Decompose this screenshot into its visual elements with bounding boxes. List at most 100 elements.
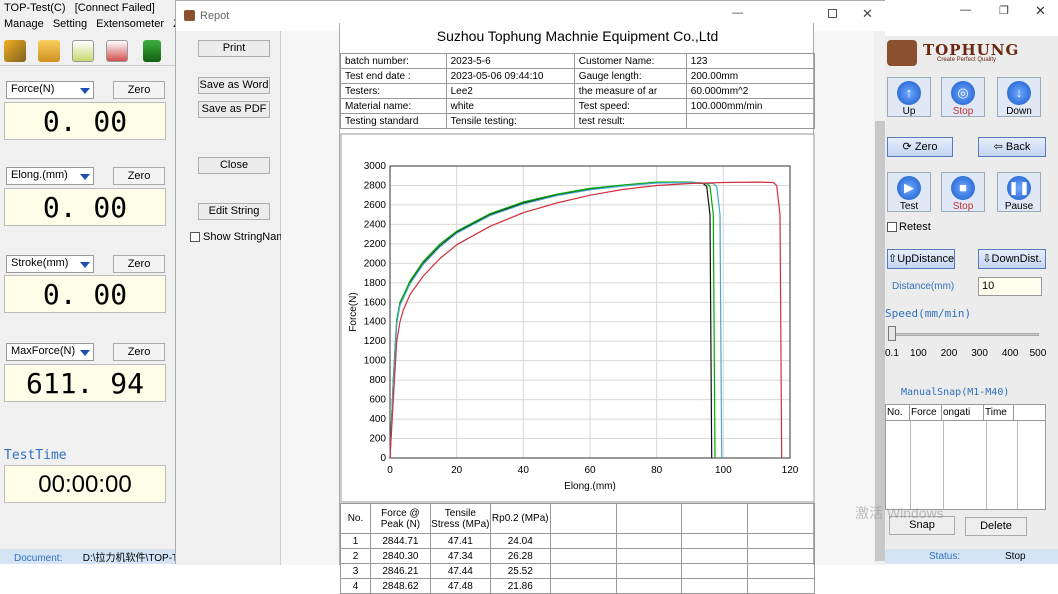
results-empty-cell	[615, 578, 683, 594]
maxforce-unit-select[interactable]: MaxForce(N)	[6, 343, 94, 361]
results-empty-cell	[747, 578, 815, 594]
y-tick-label: 1800	[364, 278, 387, 289]
status-bar-right: Status: Stop	[885, 549, 1058, 564]
results-empty-cell	[549, 533, 617, 549]
menubar: Manage Setting Extensometer Z	[0, 18, 175, 34]
zero-all-button[interactable]: ⟳ Zero	[887, 137, 953, 157]
edit-document-icon[interactable]	[72, 40, 94, 62]
speed-slider-track[interactable]	[889, 333, 1039, 336]
updistance-button[interactable]: ⇧UpDistance	[887, 249, 955, 269]
restore-icon[interactable]: ❐	[999, 5, 1009, 17]
close-icon[interactable]: ✕	[862, 6, 873, 21]
save-pdf-button[interactable]: Save as PDF	[198, 101, 270, 118]
menu-extensometer[interactable]: Extensometer	[96, 18, 165, 30]
stop-test-label: Stop	[952, 201, 974, 212]
up-button[interactable]: ↑ Up	[887, 77, 931, 117]
results-empty-cell	[615, 563, 683, 579]
results-empty-cell	[615, 533, 683, 549]
x-tick-label: 20	[451, 465, 463, 476]
results-col-header: No.	[340, 503, 371, 534]
show-stringnames-checkbox[interactable]	[190, 232, 200, 242]
results-col-header: Force @ Peak (N)	[369, 503, 431, 534]
results-empty-cell	[549, 563, 617, 579]
info-value: white	[445, 98, 575, 114]
info-value: Lee2	[445, 83, 575, 99]
results-header: No. Force @ Peak (N) Tensile Stress (MPa) R…	[340, 503, 815, 534]
report-scrollbar[interactable]	[874, 31, 886, 565]
down-small-icon: ⇩	[982, 253, 992, 265]
back-button[interactable]: ⇦ Back	[978, 137, 1046, 157]
delete-button[interactable]: Delete	[965, 517, 1027, 536]
stroke-unit-select[interactable]: Stroke(mm)	[6, 255, 94, 273]
up-small-icon: ⇧	[888, 253, 898, 265]
menu-manage[interactable]: Manage	[4, 18, 44, 30]
test-button[interactable]: ▶ Test	[887, 172, 931, 212]
results-empty-header	[747, 503, 815, 534]
maxforce-zero-button[interactable]: Zero	[113, 343, 165, 361]
distance-input[interactable]: 10	[978, 277, 1042, 296]
results-cell: 2	[340, 548, 371, 564]
status-bar-left: Document: D:\拉力机软件\TOP-T	[0, 549, 175, 564]
scroll-thumb[interactable]	[875, 121, 885, 561]
maximize-icon[interactable]	[828, 9, 837, 18]
retest-checkbox[interactable]	[887, 222, 897, 232]
results-cell: 2848.62	[369, 578, 431, 594]
refresh-icon: ⟳	[902, 141, 912, 153]
elong-unit-select[interactable]: Elong.(mm)	[6, 167, 94, 185]
results-cell: 1	[340, 533, 371, 549]
elong-label: Elong.(mm)	[11, 169, 68, 181]
open-folder-icon[interactable]	[38, 40, 60, 62]
report-sheet: Suzhou Tophung Machnie Equipment Co.,Ltd…	[339, 23, 816, 594]
results-empty-cell	[681, 578, 749, 594]
speed-tick: 100	[910, 348, 927, 359]
info-value: 123	[685, 53, 816, 69]
app-title: TOP-Test(C)	[4, 2, 66, 14]
x-tick-label: 40	[518, 465, 530, 476]
info-value: 2023-5-6	[445, 53, 575, 69]
status-label: Status:	[929, 551, 961, 562]
save-word-button[interactable]: Save as Word	[198, 77, 270, 94]
stop-move-button[interactable]: ◎ Stop	[941, 77, 985, 117]
results-cell: 25.52	[489, 563, 551, 579]
elong-zero-button[interactable]: Zero	[113, 167, 165, 185]
print-button[interactable]: Print	[198, 40, 270, 57]
settings-tools-icon[interactable]	[4, 40, 26, 62]
downdist-button[interactable]: ⇩DownDist.	[978, 249, 1046, 269]
delete-document-icon[interactable]	[106, 40, 128, 62]
toolbar	[0, 36, 175, 66]
report-title: Repot	[200, 10, 230, 22]
updistance-label: UpDistance	[897, 253, 955, 265]
info-table: batch number: 2023-5-6 Customer Name: 123 Te…	[340, 53, 816, 129]
report-sidebar: Print Save as Word Save as PDF Close Edi…	[176, 31, 297, 565]
up-label: Up	[902, 106, 916, 117]
pause-button[interactable]: ❚❚ Pause	[997, 172, 1041, 212]
stroke-zero-button[interactable]: Zero	[113, 255, 165, 273]
info-row: Testers: Lee2 the measure of ar 60.000mm^2	[340, 83, 816, 99]
trash-icon[interactable]	[143, 40, 161, 62]
stop-test-button[interactable]: ■ Stop	[941, 172, 985, 212]
results-table: No. Force @ Peak (N) Tensile Stress (MPa) R…	[340, 503, 815, 594]
results-cell: 2844.71	[369, 533, 431, 549]
menu-z[interactable]: Z	[173, 18, 175, 30]
close-button[interactable]: Close	[198, 157, 270, 174]
info-label: Testers:	[340, 83, 447, 99]
force-zero-button[interactable]: Zero	[113, 81, 165, 99]
menu-setting[interactable]: Setting	[52, 18, 88, 30]
force-unit-select[interactable]: Force(N)	[6, 81, 94, 99]
close-icon[interactable]: ✕	[1035, 3, 1046, 18]
speed-slider-thumb[interactable]	[888, 326, 896, 341]
series-line-4	[389, 181, 783, 459]
down-button[interactable]: ↓ Down	[997, 77, 1041, 117]
edit-string-button[interactable]: Edit String	[198, 203, 270, 220]
table-row: 2 2840.30 47.34 26.28	[340, 548, 815, 564]
minimize-icon[interactable]: —	[960, 4, 971, 16]
minimize-icon[interactable]: —	[732, 7, 743, 19]
down-arrow-icon: ↓	[1007, 81, 1031, 105]
play-icon: ▶	[897, 176, 921, 200]
control-panel: — ❐ ✕ TOPHUNG Create Perfect Quality ↑ Up…	[855, 0, 1058, 564]
results-cell: 21.86	[489, 578, 551, 594]
results-empty-cell	[681, 533, 749, 549]
snap-button[interactable]: Snap	[889, 516, 955, 535]
speed-label: Speed(mm/min)	[885, 307, 972, 320]
table-row: 1 2844.71 47.41 24.04	[340, 533, 815, 549]
